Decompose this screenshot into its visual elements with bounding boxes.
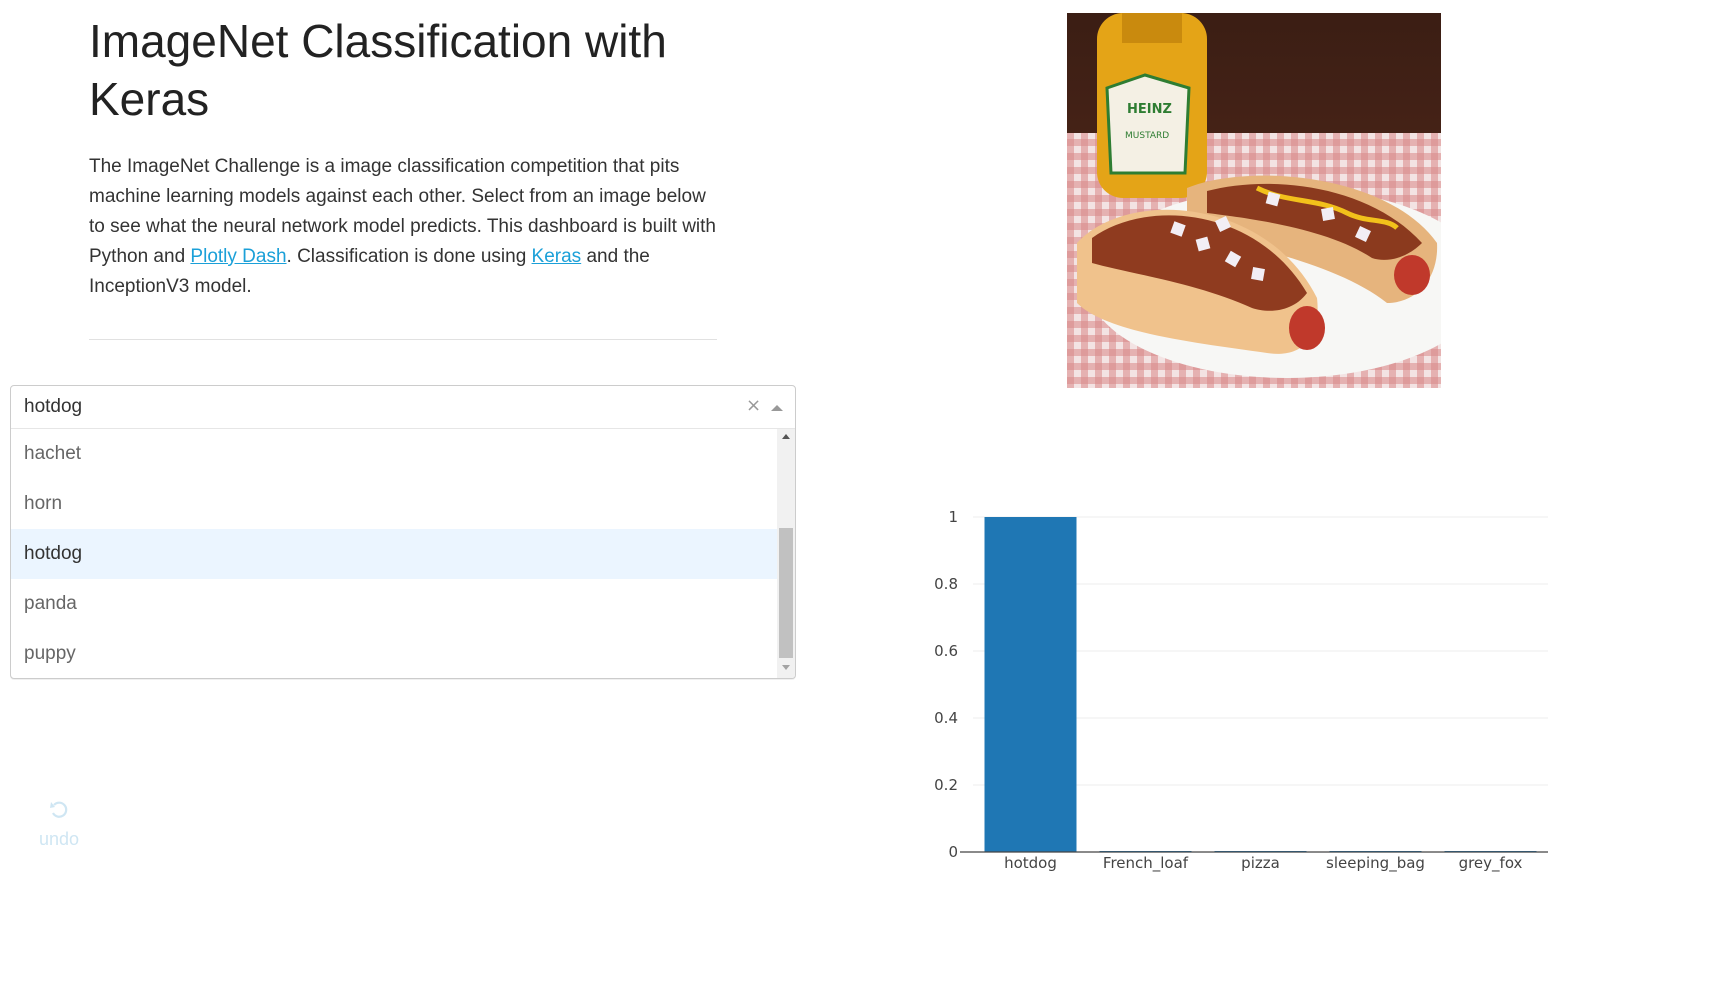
dropdown-option-selected[interactable]: hotdog <box>11 529 777 579</box>
plotly-dash-link[interactable]: Plotly Dash <box>190 246 287 267</box>
y-tick-label: 1 <box>948 508 958 526</box>
undo-icon <box>50 801 68 818</box>
description-text-2: . Classification is done using <box>286 246 532 267</box>
svg-text:MUSTARD: MUSTARD <box>1125 131 1169 141</box>
scroll-down-icon[interactable] <box>782 665 790 670</box>
chart-y-ticks: 0 0.2 0.4 0.6 0.8 1 <box>934 508 958 861</box>
scroll-up-icon[interactable] <box>782 434 790 439</box>
x-tick-label: pizza <box>1241 854 1280 872</box>
dropdown-selected-value: hotdog <box>24 396 83 417</box>
y-tick-label: 0 <box>948 843 958 861</box>
undo-button[interactable]: undo <box>30 795 88 861</box>
description-text-1: The ImageNet Challenge is a image classi… <box>89 156 716 267</box>
dropdown-option[interactable]: horn <box>24 493 63 514</box>
description: The ImageNet Challenge is a image classi… <box>89 152 717 302</box>
dropdown-menu: hachet horn hotdog panda puppy <box>11 429 777 678</box>
dropdown-option[interactable]: hachet <box>24 443 82 464</box>
chart-bars <box>984 517 1537 852</box>
description-text-3: and the InceptionV3 model. <box>89 246 650 297</box>
undo-label: undo <box>38 829 80 849</box>
x-tick-label: French_loaf <box>1103 854 1189 873</box>
scrollbar-thumb[interactable] <box>779 528 793 658</box>
x-tick-label: grey_fox <box>1459 854 1523 873</box>
hotdog-photo: HEINZ MUSTARD <box>1067 13 1441 388</box>
y-tick-label: 0.6 <box>934 642 958 660</box>
bar-hotdog[interactable] <box>984 517 1077 852</box>
clear-icon[interactable]: × <box>746 395 762 416</box>
y-tick-label: 0.4 <box>934 709 958 727</box>
chart-x-ticks: hotdog French_loaf pizza sleeping_bag grey_f… <box>1004 854 1522 873</box>
dropdown-option[interactable]: puppy <box>24 643 76 664</box>
x-tick-label: hotdog <box>1004 854 1057 872</box>
keras-link[interactable]: Keras <box>531 246 582 267</box>
y-tick-label: 0.8 <box>934 575 958 593</box>
y-tick-label: 0.2 <box>934 776 958 794</box>
x-tick-label: sleeping_bag <box>1326 854 1425 873</box>
image-select-dropdown[interactable]: hotdog × hachet horn hotdog panda puppy <box>10 385 796 679</box>
divider <box>89 339 717 340</box>
dropdown-option[interactable]: panda <box>24 593 77 614</box>
dropdown-control[interactable]: hotdog × <box>11 386 795 429</box>
page-title: ImageNet Classification with Keras <box>89 15 667 125</box>
chevron-up-icon[interactable] <box>771 405 783 411</box>
prediction-bar-chart: 0 0.2 0.4 0.6 0.8 1 hotdog French_loaf pizza sle… <box>934 508 1548 873</box>
svg-text:HEINZ: HEINZ <box>1127 102 1172 117</box>
dropdown-scrollbar[interactable] <box>777 429 795 678</box>
